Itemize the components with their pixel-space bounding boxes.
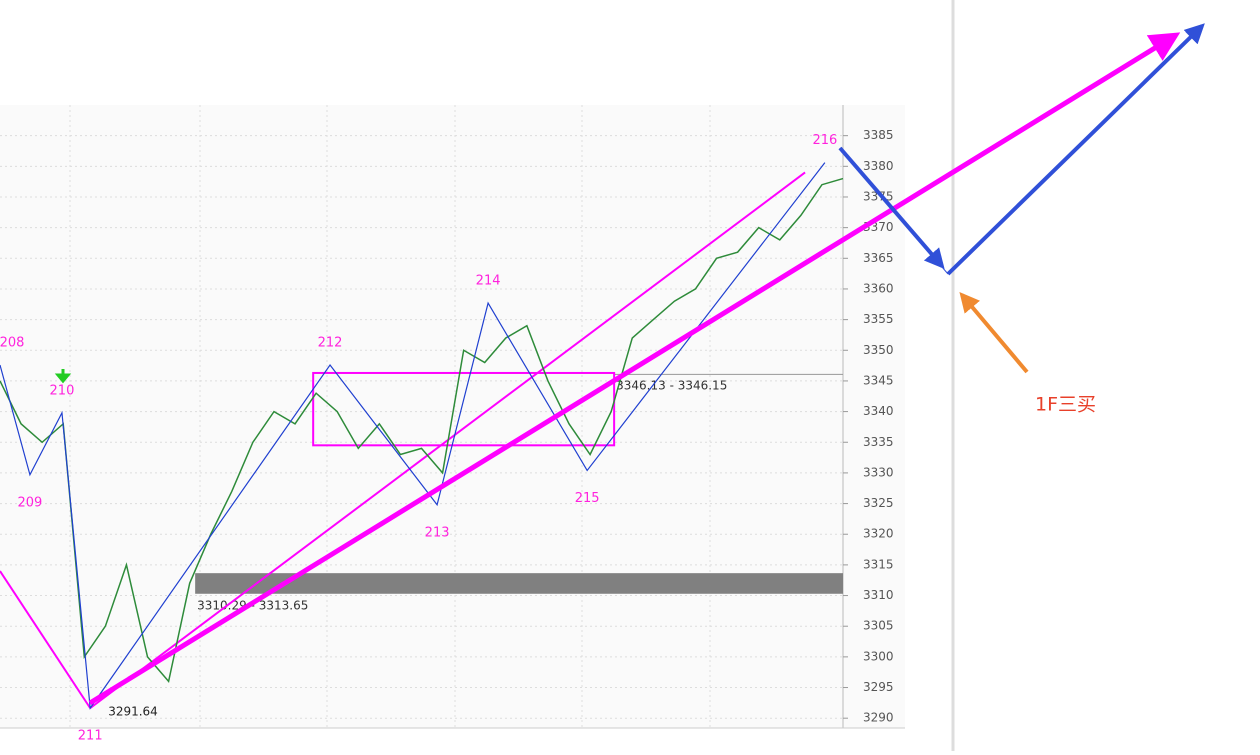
- y-tick-label: 3385: [863, 128, 894, 142]
- pivot-label: 211: [78, 729, 103, 744]
- price-label: 3291.64: [108, 705, 158, 719]
- signal-arrow: [54, 369, 72, 384]
- y-tick-label: 3365: [863, 251, 894, 265]
- pivot-label: 209: [18, 495, 43, 510]
- up-arrow: [946, 23, 1205, 276]
- y-tick-label: 3350: [863, 343, 894, 357]
- y-tick-label: 3290: [863, 711, 894, 725]
- y-tick-label: 3300: [863, 649, 894, 663]
- y-tick-label: 3315: [863, 557, 894, 571]
- y-tick-label: 3355: [863, 312, 894, 326]
- y-tick-label: 3360: [863, 281, 894, 295]
- annotation: 1F三买: [1035, 394, 1096, 416]
- pivot-label: 208: [0, 335, 24, 350]
- thin-line: [839, 147, 949, 275]
- y-tick-label: 3345: [863, 373, 894, 387]
- y-tick-label: 3295: [863, 680, 894, 694]
- plot: 3290 3295 3300 3305 3310 3315 3320 3325 3330 3335…: [0, 128, 894, 744]
- y-tick-label: 3380: [863, 159, 894, 173]
- orange-arrow: [959, 291, 1029, 374]
- y-tick-label: 3340: [863, 404, 894, 418]
- pivot-label: 215: [575, 491, 600, 506]
- pivot-label: 216: [812, 133, 837, 148]
- y-tick-label: 3310: [863, 588, 894, 602]
- pivot-label: 213: [425, 525, 450, 540]
- box: [312, 371, 616, 447]
- y-tick-label: 3335: [863, 435, 894, 449]
- zone: [195, 573, 844, 594]
- trendline: [0, 570, 92, 709]
- big-arrow: [88, 32, 1181, 706]
- pivot-label: 214: [476, 274, 501, 289]
- y-tick-label: 3305: [863, 619, 894, 633]
- price-line: [0, 177, 844, 684]
- pivot-label: 210: [50, 383, 75, 398]
- pivot-label: 212: [318, 335, 343, 350]
- v-grid: [69, 105, 711, 728]
- y-tick-label: 3325: [863, 496, 894, 510]
- zone-label: 3346.13 - 3346.15: [616, 379, 727, 393]
- y-tick-label: 3330: [863, 465, 894, 479]
- zone: [614, 373, 843, 375]
- y-tick-label: 3320: [863, 527, 894, 541]
